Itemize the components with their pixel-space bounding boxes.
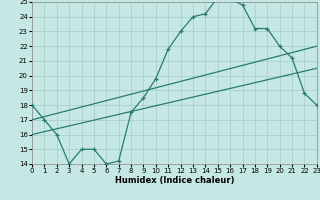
X-axis label: Humidex (Indice chaleur): Humidex (Indice chaleur)	[115, 176, 234, 185]
